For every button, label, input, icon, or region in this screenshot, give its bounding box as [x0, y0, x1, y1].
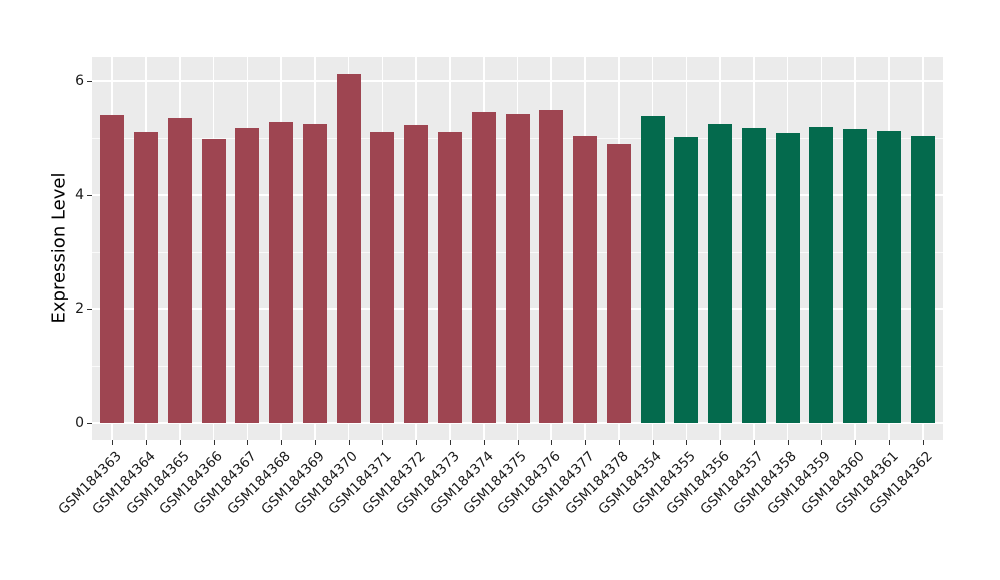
x-tick-mark: [314, 440, 316, 445]
bar-GSM184378: [606, 144, 631, 423]
y-tick-label: 4: [75, 187, 84, 203]
bar-GSM184368: [269, 122, 294, 423]
y-tick-mark: [87, 309, 92, 310]
y-tick-label: 0: [75, 415, 84, 431]
x-tick-mark: [449, 440, 451, 445]
bar-GSM184365: [167, 118, 192, 423]
x-tick-mark: [720, 440, 722, 445]
x-tick-mark: [146, 440, 148, 445]
x-tick-mark: [247, 440, 249, 445]
bar-GSM184358: [775, 132, 800, 423]
x-tick-mark: [416, 440, 418, 445]
x-tick-mark: [821, 440, 823, 445]
x-tick-mark: [753, 440, 755, 445]
x-tick-mark: [382, 440, 384, 445]
x-tick-mark: [483, 440, 485, 445]
bar-GSM184374: [471, 112, 496, 423]
bar-GSM184360: [843, 128, 868, 423]
bar-GSM184359: [809, 126, 834, 423]
bar-GSM184356: [708, 124, 733, 423]
x-tick-mark: [112, 440, 114, 445]
x-tick-mark: [348, 440, 350, 445]
bar-GSM184362: [910, 135, 935, 423]
y-tick-mark: [87, 423, 92, 424]
bar-GSM184354: [640, 115, 665, 423]
plot-panel: [92, 57, 943, 440]
bar-GSM184367: [235, 128, 260, 423]
x-tick-mark: [585, 440, 587, 445]
x-tick-mark: [652, 440, 654, 445]
y-tick-mark: [87, 195, 92, 196]
x-tick-mark: [517, 440, 519, 445]
x-tick-mark: [787, 440, 789, 445]
bar-GSM184373: [437, 131, 462, 423]
bar-GSM184372: [404, 125, 429, 423]
bar-GSM184366: [201, 138, 226, 423]
bar-GSM184377: [573, 135, 598, 423]
bar-GSM184361: [876, 131, 901, 423]
x-tick-mark: [888, 440, 890, 445]
y-tick-mark: [87, 81, 92, 82]
bar-GSM184369: [302, 124, 327, 423]
x-tick-mark: [686, 440, 688, 445]
bar-GSM184357: [741, 127, 766, 423]
x-tick-mark: [618, 440, 620, 445]
y-tick-label: 6: [75, 73, 84, 89]
x-tick-mark: [281, 440, 283, 445]
x-tick-mark: [213, 440, 215, 445]
bar-GSM184375: [505, 113, 530, 423]
x-tick-mark: [922, 440, 924, 445]
bar-GSM184355: [674, 137, 699, 423]
x-tick-mark: [179, 440, 181, 445]
bar-GSM184364: [134, 131, 159, 423]
bar-GSM184376: [539, 110, 564, 423]
x-tick-mark: [551, 440, 553, 445]
bar-GSM184370: [336, 74, 361, 423]
x-tick-mark: [855, 440, 857, 445]
bar-GSM184363: [100, 115, 125, 423]
y-tick-label: 2: [75, 301, 84, 317]
bar-GSM184371: [370, 131, 395, 423]
